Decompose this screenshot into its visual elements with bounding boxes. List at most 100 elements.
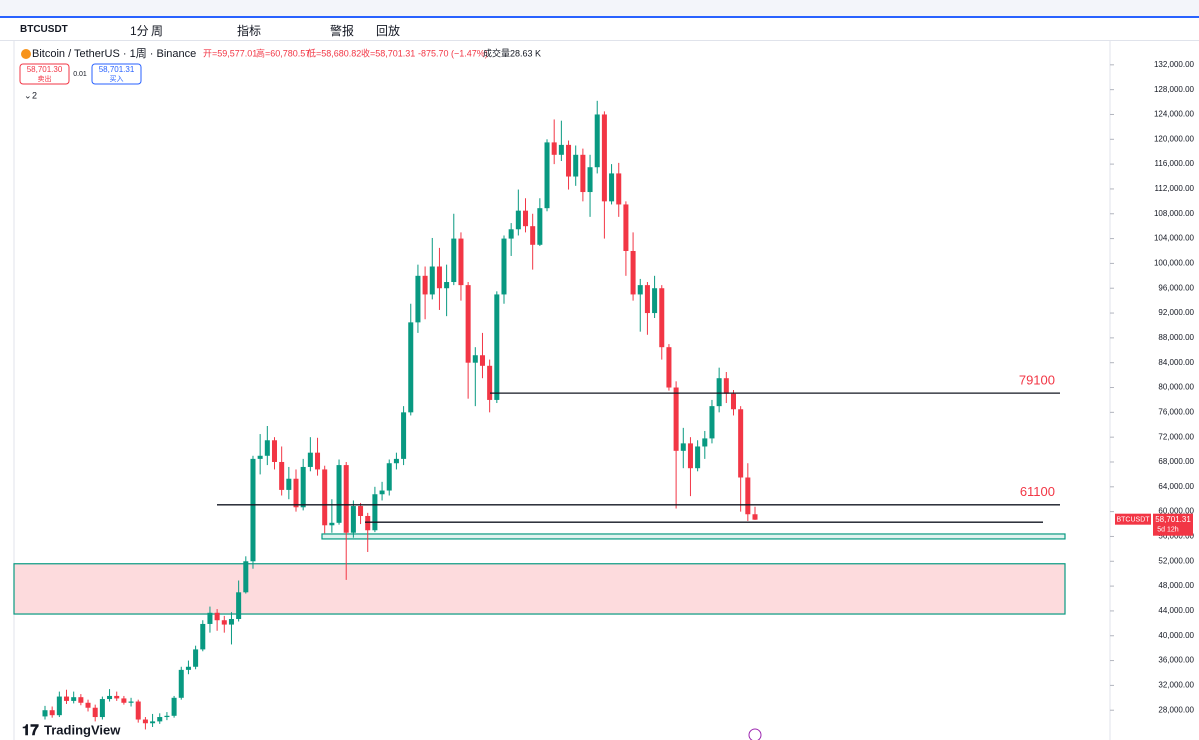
candle-body xyxy=(315,452,321,470)
candle-body xyxy=(393,458,399,464)
brand: TradingView xyxy=(44,722,121,737)
interval-short[interactable]: 1分 xyxy=(130,24,149,38)
candle-body xyxy=(78,697,84,703)
candle-body xyxy=(673,387,679,451)
candle-body xyxy=(551,142,557,155)
tv-logo: 𝟏𝟕 xyxy=(22,722,39,739)
candle-body xyxy=(271,440,278,462)
candle-body xyxy=(236,592,242,619)
candle-body xyxy=(200,623,206,650)
candle-body xyxy=(121,698,127,703)
spread: 0.01 xyxy=(73,71,87,78)
tool-alerts[interactable]: 警报 xyxy=(330,24,355,38)
sell-label[interactable]: 卖出 xyxy=(38,74,52,83)
candle-body xyxy=(444,282,450,289)
candle-body xyxy=(472,355,478,363)
candle-body xyxy=(752,514,758,520)
indicator-count[interactable]: 2 xyxy=(32,90,37,100)
candle-body xyxy=(566,144,572,177)
candle-body xyxy=(99,699,105,718)
sell-price[interactable]: 58,701.30 xyxy=(27,65,63,74)
candle-body xyxy=(350,506,356,533)
plot: 79100 61100 xyxy=(13,100,1066,730)
tool-replay[interactable]: 回放 xyxy=(376,24,401,38)
candle-body xyxy=(128,701,134,703)
candle-body xyxy=(185,666,191,670)
tool-indicators[interactable]: 指标 xyxy=(237,24,262,38)
candle-body xyxy=(171,697,177,716)
y-tick-label: 92,000.00 xyxy=(1158,308,1194,317)
candle-body xyxy=(652,288,658,314)
candle-body xyxy=(401,412,407,459)
y-tick-label: 84,000.00 xyxy=(1158,358,1194,367)
legend-item: 收=58,701.31 xyxy=(361,47,415,58)
y-tick-label: 56,000.00 xyxy=(1158,532,1194,541)
y-tick-label: 36,000.00 xyxy=(1158,656,1194,665)
candle-body xyxy=(64,696,70,701)
candle-body xyxy=(49,710,55,716)
candle-body xyxy=(458,238,464,286)
candle-body xyxy=(329,522,335,526)
interval[interactable]: 周 xyxy=(151,24,164,38)
candle-body xyxy=(300,466,306,508)
candle-body xyxy=(135,701,141,720)
y-tick-label: 64,000.00 xyxy=(1158,482,1194,491)
candle-body xyxy=(573,154,579,177)
candle-body xyxy=(609,173,615,202)
collapse-arrow[interactable]: ⌄ xyxy=(24,90,32,100)
y-tick-label: 112,000.00 xyxy=(1155,184,1195,193)
buy-button[interactable] xyxy=(91,63,142,85)
zone xyxy=(13,563,1066,615)
sell-button[interactable] xyxy=(19,63,70,85)
zone xyxy=(321,533,1066,540)
y-tick-label: 88,000.00 xyxy=(1158,333,1194,342)
candle-body xyxy=(479,355,485,366)
candle-body xyxy=(286,478,292,490)
buy-label[interactable]: 买入 xyxy=(110,75,124,83)
candle-body xyxy=(716,378,722,407)
candle-body xyxy=(178,669,184,698)
y-tick-label: 96,000.00 xyxy=(1158,283,1194,292)
legend-item: 高=60,780.57 xyxy=(256,47,310,58)
candle-body xyxy=(616,173,622,205)
candle-body xyxy=(307,452,313,467)
y-tick-label: 116,000.00 xyxy=(1155,159,1195,168)
candle-body xyxy=(207,612,213,624)
candle-body xyxy=(522,210,529,227)
candle-body xyxy=(372,494,378,531)
candle-body xyxy=(659,288,665,348)
candle-body xyxy=(365,515,371,531)
candle-body xyxy=(723,378,729,394)
chart-title: Bitcoin / TetherUS · 1周 · Binance xyxy=(32,47,196,60)
y-tick-label: 108,000.00 xyxy=(1154,209,1195,218)
y-tick-label: 76,000.00 xyxy=(1158,407,1194,416)
y-tick-label: 68,000.00 xyxy=(1158,457,1194,466)
candle-body xyxy=(42,710,48,717)
symbol[interactable]: BTCUSDT xyxy=(20,24,68,35)
candle-body xyxy=(709,406,715,439)
buy-price[interactable]: 58,701.31 xyxy=(99,65,135,74)
candle-body xyxy=(494,294,500,400)
event-icon[interactable] xyxy=(748,728,762,740)
price-tag-countdown: 5d 12h xyxy=(1157,527,1179,534)
y-tick-label: 120,000.00 xyxy=(1154,134,1195,143)
candle-body xyxy=(214,612,220,621)
candle-body xyxy=(530,226,536,245)
browser-strip xyxy=(0,0,1199,18)
ohlc-legend: 开=59,577.01高=60,780.57低=58,680.82 收=58,70… xyxy=(203,47,541,58)
price-tag-symbol-bg xyxy=(1115,513,1151,525)
candle-body xyxy=(107,695,113,700)
legend-item: 开=59,577.01 xyxy=(203,48,257,58)
candle-body xyxy=(666,347,672,388)
candle-body xyxy=(637,285,643,295)
price-tag-bg xyxy=(1153,513,1193,536)
candle-body xyxy=(358,506,364,516)
candle-body xyxy=(408,322,414,413)
candle-body xyxy=(580,154,586,193)
candle-body xyxy=(508,229,514,239)
candle-body xyxy=(150,721,156,724)
candle-body xyxy=(680,443,686,451)
candle-body xyxy=(386,463,392,491)
